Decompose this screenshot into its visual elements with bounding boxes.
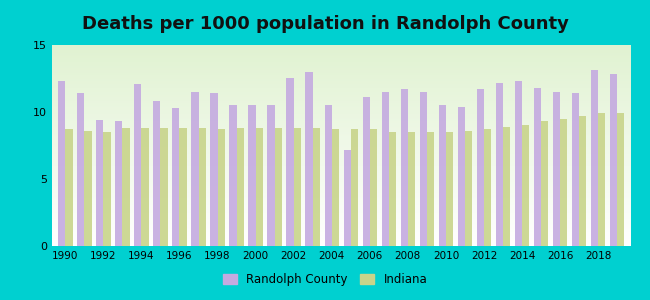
Bar xyxy=(96,120,103,246)
Bar xyxy=(211,93,218,246)
Bar xyxy=(294,128,301,246)
Bar xyxy=(446,132,453,246)
Bar xyxy=(58,81,65,246)
Bar xyxy=(534,88,541,246)
Bar xyxy=(408,132,415,246)
Bar xyxy=(255,128,263,246)
Bar xyxy=(496,82,503,246)
Bar xyxy=(503,127,510,246)
Bar xyxy=(115,122,122,246)
Bar xyxy=(420,92,427,246)
Bar xyxy=(267,105,275,246)
Bar xyxy=(142,128,149,246)
Bar xyxy=(427,132,434,246)
Legend: Randolph County, Indiana: Randolph County, Indiana xyxy=(218,269,432,291)
Bar xyxy=(553,92,560,246)
Bar xyxy=(344,149,351,246)
Bar xyxy=(465,131,472,246)
Bar xyxy=(560,119,567,246)
Bar xyxy=(476,89,484,246)
Bar xyxy=(458,106,465,246)
Bar xyxy=(591,70,598,246)
Bar xyxy=(248,105,255,246)
Bar xyxy=(370,129,377,246)
Bar xyxy=(229,105,237,246)
Bar xyxy=(515,81,522,246)
Bar xyxy=(172,108,179,246)
Bar xyxy=(618,113,625,246)
Bar xyxy=(484,129,491,246)
Bar xyxy=(153,101,161,246)
Bar xyxy=(218,129,225,246)
Bar xyxy=(389,132,396,246)
Bar xyxy=(237,128,244,246)
Bar xyxy=(382,92,389,246)
Bar xyxy=(439,105,446,246)
Bar xyxy=(191,92,198,246)
Bar xyxy=(122,128,129,246)
Bar xyxy=(198,128,206,246)
Text: Deaths per 1000 population in Randolph County: Deaths per 1000 population in Randolph C… xyxy=(81,15,569,33)
Bar xyxy=(103,132,111,246)
Bar xyxy=(541,122,549,246)
Bar xyxy=(84,131,92,246)
Bar xyxy=(400,89,408,246)
Bar xyxy=(65,129,73,246)
Bar xyxy=(598,113,605,246)
Bar xyxy=(313,128,320,246)
Bar xyxy=(610,74,617,246)
Bar xyxy=(275,128,282,246)
Bar xyxy=(161,128,168,246)
Bar xyxy=(579,116,586,246)
Bar xyxy=(363,97,370,246)
Bar xyxy=(332,129,339,246)
Bar xyxy=(306,72,313,246)
Bar xyxy=(179,128,187,246)
Bar xyxy=(351,129,358,246)
Bar xyxy=(522,125,529,246)
Bar xyxy=(134,84,142,246)
Bar xyxy=(324,105,332,246)
Bar xyxy=(77,93,84,246)
Bar xyxy=(287,79,294,246)
Bar xyxy=(572,93,579,246)
